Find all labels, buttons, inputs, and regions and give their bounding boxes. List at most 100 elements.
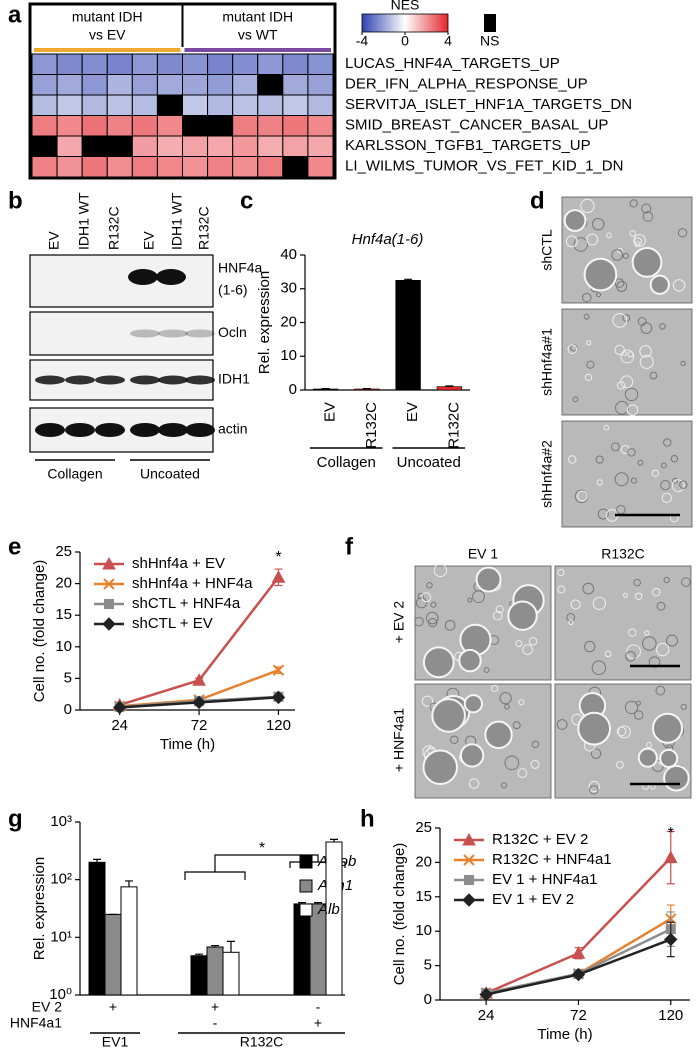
spheroid <box>577 711 612 746</box>
column-group-label: vs WT <box>238 27 278 43</box>
ns-label: NS <box>480 33 499 49</box>
bar <box>88 861 106 996</box>
cell-texture <box>596 292 602 298</box>
blot-band <box>158 423 188 437</box>
y-axis-label: Rel. expression <box>256 271 273 374</box>
cell-texture <box>580 198 595 214</box>
cell-texture <box>567 344 578 354</box>
blot-band <box>185 329 215 338</box>
cell-texture <box>633 710 644 720</box>
colorbar-tick-label: -4 <box>356 33 369 49</box>
heatmap-cell <box>81 115 108 137</box>
y-tick-label: 15 <box>415 888 432 905</box>
cell-texture <box>672 477 679 484</box>
cell-texture <box>596 479 603 486</box>
spheroid <box>475 566 502 593</box>
legend-swatch <box>299 855 313 869</box>
column-group-label: mutant IDH <box>72 9 143 25</box>
heatmap-cell <box>257 135 284 157</box>
panel-label: h <box>360 805 375 832</box>
heatmap-cell <box>307 156 334 178</box>
heatmap-cell <box>207 115 234 137</box>
y-tick-label: 10 <box>55 638 72 655</box>
cell-texture <box>517 768 528 778</box>
panel-label: c <box>240 187 253 214</box>
cell-texture <box>491 684 499 693</box>
heatmap-cell <box>282 115 309 137</box>
cell-texture <box>616 760 624 769</box>
lane-label: R132C <box>106 206 122 250</box>
heatmap-cell <box>156 94 184 116</box>
y-tick-label: 15 <box>55 606 72 623</box>
condition-value: + <box>109 999 117 1015</box>
cell-texture <box>614 344 625 356</box>
nes-colorbar <box>361 13 449 33</box>
heatmap-row-label: SERVITJA_ISLET_HNF1A_TARGETS_DN <box>345 96 632 113</box>
y-axis-label: Cell no. (fold change) <box>391 843 408 986</box>
cell-texture <box>567 455 577 464</box>
x-tick-label: 24 <box>111 717 128 734</box>
heatmap-row-label: LUCAS_HNF4A_TARGETS_UP <box>345 55 560 72</box>
cell-texture <box>582 292 592 303</box>
x-tick-label: R132C <box>363 402 380 449</box>
x-tick-label: 120 <box>658 1007 683 1024</box>
cell-texture <box>656 642 670 657</box>
blot-band <box>130 423 160 437</box>
heatmap-cell <box>207 156 234 178</box>
cell-texture <box>417 592 424 600</box>
condition-label: EV 2 <box>32 999 63 1015</box>
cell-texture <box>626 404 639 416</box>
condition-value: + <box>314 1015 322 1031</box>
cell-texture <box>504 703 510 710</box>
heatmap-cell <box>257 53 284 75</box>
cell-texture <box>582 582 595 595</box>
blot-band <box>65 375 95 385</box>
blot-row-label: Ocln <box>218 324 247 340</box>
cell-texture <box>649 371 658 380</box>
heatmap-cell <box>156 115 184 137</box>
marker <box>192 673 206 686</box>
lane-label: IDH1 WT <box>169 192 185 250</box>
cell-texture <box>512 721 521 730</box>
y-tick-label: 30 <box>280 280 297 297</box>
group-label: Collagen <box>317 454 376 471</box>
cell-texture <box>565 235 578 248</box>
blot-band <box>95 375 125 385</box>
cell-texture <box>644 630 650 636</box>
cell-texture <box>651 469 660 477</box>
cell-texture <box>634 592 643 600</box>
heatmap-cell <box>81 156 108 178</box>
spheroid <box>459 743 485 768</box>
marker <box>571 946 586 959</box>
heatmap-cell <box>131 135 158 157</box>
spheroid <box>583 257 618 292</box>
heatmap-cell <box>282 156 309 178</box>
spheroid <box>637 747 658 768</box>
row-label: + EV 2 <box>391 601 407 644</box>
error-bar <box>404 278 413 281</box>
cell-texture <box>616 726 627 737</box>
cell-texture <box>606 232 612 239</box>
y-tick-label: 5 <box>424 957 432 974</box>
cell-texture <box>556 719 568 730</box>
blot-band <box>185 375 215 385</box>
cell-texture <box>444 619 456 631</box>
micrograph <box>561 420 693 528</box>
heatmap-cell <box>31 94 58 116</box>
column-group-label: vs EV <box>89 27 126 43</box>
cell-texture <box>586 360 595 369</box>
y-tick-label: 20 <box>280 313 297 330</box>
bar <box>293 903 311 996</box>
heatmap-cell <box>131 53 158 75</box>
heatmap-cell <box>307 94 334 116</box>
cell-texture <box>576 490 588 502</box>
cell-texture <box>622 592 629 598</box>
y-tick-label: 10² <box>50 871 72 888</box>
cell-texture <box>661 492 672 503</box>
y-tick-label: 40 <box>280 246 297 263</box>
x-tick-label: 24 <box>478 1007 495 1024</box>
cell-texture <box>659 323 666 330</box>
y-tick-label: 5 <box>64 669 72 686</box>
x-tick-label: R132C <box>445 402 462 449</box>
heatmap-cell <box>31 115 58 137</box>
